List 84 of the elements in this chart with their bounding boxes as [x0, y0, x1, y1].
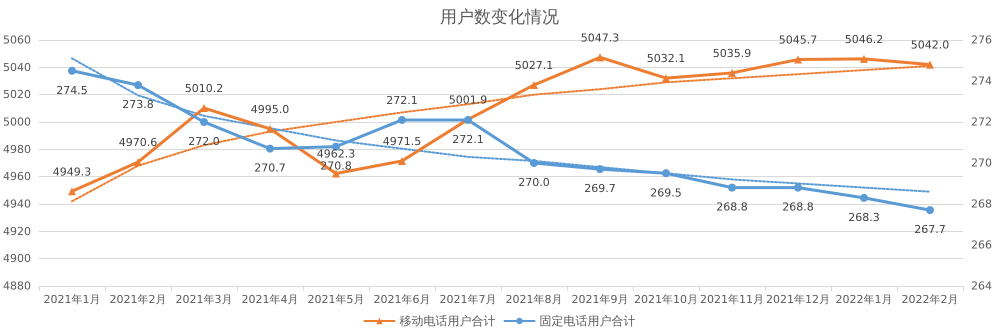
data-label: 268.8	[716, 200, 748, 214]
point	[266, 124, 274, 133]
data-label: 5010.2	[184, 82, 224, 96]
x-tick-label: 2021年5月	[307, 293, 364, 306]
point	[398, 156, 406, 165]
point	[134, 158, 142, 166]
data-label: 5045.7	[778, 34, 818, 47]
x-tick-label: 2021年2月	[109, 293, 166, 306]
y2-tick-label: 270	[971, 156, 992, 170]
data-label: 274.5	[56, 84, 88, 97]
data-label: 4962.3	[316, 148, 356, 161]
x-tick-label: 2021年6月	[373, 293, 430, 306]
y-tick-label: 4920	[2, 224, 31, 238]
data-label: 267.7	[914, 223, 946, 236]
x-tick-label: 2021年12月	[766, 293, 830, 306]
data-label: 4995.0	[250, 102, 290, 116]
point	[134, 81, 142, 90]
data-label: 272.0	[188, 135, 220, 148]
point	[662, 169, 670, 178]
x-tick-label: 2021年11月	[700, 293, 764, 306]
data-label: 269.5	[650, 186, 682, 200]
point	[68, 66, 76, 75]
y-tick-label: 4960	[2, 170, 31, 184]
y-tick-label: 4900	[2, 252, 31, 266]
data-label: 272.1	[386, 94, 418, 107]
point	[794, 184, 802, 192]
x-tick-label: 2021年4月	[241, 293, 298, 306]
x-tick-label: 2021年9月	[572, 293, 628, 306]
point	[68, 187, 76, 196]
point	[398, 116, 406, 124]
data-label: 5046.2	[844, 32, 884, 46]
x-tick-label: 2021年1月	[43, 293, 100, 306]
data-label: 270.7	[254, 162, 286, 175]
data-label: 272.1	[452, 132, 484, 146]
point	[266, 144, 274, 153]
x-tick-label: 2022年1月	[836, 293, 892, 306]
point	[728, 184, 736, 192]
data-label: 4949.3	[52, 165, 92, 178]
point	[662, 74, 670, 82]
x-tick-label: 2021年3月	[175, 293, 232, 306]
data-label: 273.8	[122, 98, 154, 112]
x-tick-label: 2021年10月	[634, 293, 698, 306]
y-tick-label: 4940	[2, 198, 31, 210]
y2-tick-label: 266	[971, 238, 992, 252]
data-label: 5001.9	[448, 93, 488, 106]
point	[860, 194, 868, 202]
data-label: 4970.6	[118, 136, 158, 150]
x-tick-label: 2021年7月	[439, 293, 496, 306]
point	[926, 206, 934, 214]
y-tick-label: 5060	[2, 34, 31, 46]
point	[728, 68, 736, 77]
y2-tick-label: 264	[971, 280, 992, 292]
data-label: 5042.0	[910, 38, 950, 52]
y-tick-label: 4980	[2, 142, 31, 156]
y-tick-label: 4880	[2, 280, 31, 292]
data-label: 268.3	[848, 210, 880, 224]
data-label: 268.8	[782, 200, 814, 214]
point	[860, 54, 868, 63]
point	[530, 80, 538, 89]
point	[596, 165, 604, 174]
x-tick-label: 2022年2月	[902, 293, 958, 306]
point	[926, 60, 934, 69]
y2-tick-label: 268	[971, 198, 992, 210]
data-label: 5027.1	[514, 58, 554, 72]
data-label: 4971.5	[382, 134, 422, 148]
legend-label: 移动电话用户合计	[400, 314, 496, 328]
y2-tick-label: 274	[971, 74, 992, 88]
data-label: 5047.3	[580, 31, 620, 44]
chart-title: 用户数变化情况	[440, 8, 559, 28]
point	[596, 53, 604, 62]
point	[794, 56, 802, 64]
legend-label: 固定电话用户合计	[540, 314, 636, 328]
y2-tick-label: 276	[971, 34, 992, 46]
point	[530, 159, 538, 167]
y-tick-label: 5020	[2, 88, 31, 102]
y2-tick-label: 272	[971, 116, 992, 128]
point	[200, 118, 208, 126]
data-label: 5035.9	[712, 46, 752, 60]
data-label: 270.0	[518, 176, 550, 189]
y-tick-label: 5000	[2, 116, 31, 128]
x-tick-label: 2021年8月	[505, 293, 562, 306]
data-label: 5032.1	[646, 52, 686, 66]
data-label: 269.7	[584, 182, 616, 196]
y-tick-label: 5040	[2, 60, 31, 74]
